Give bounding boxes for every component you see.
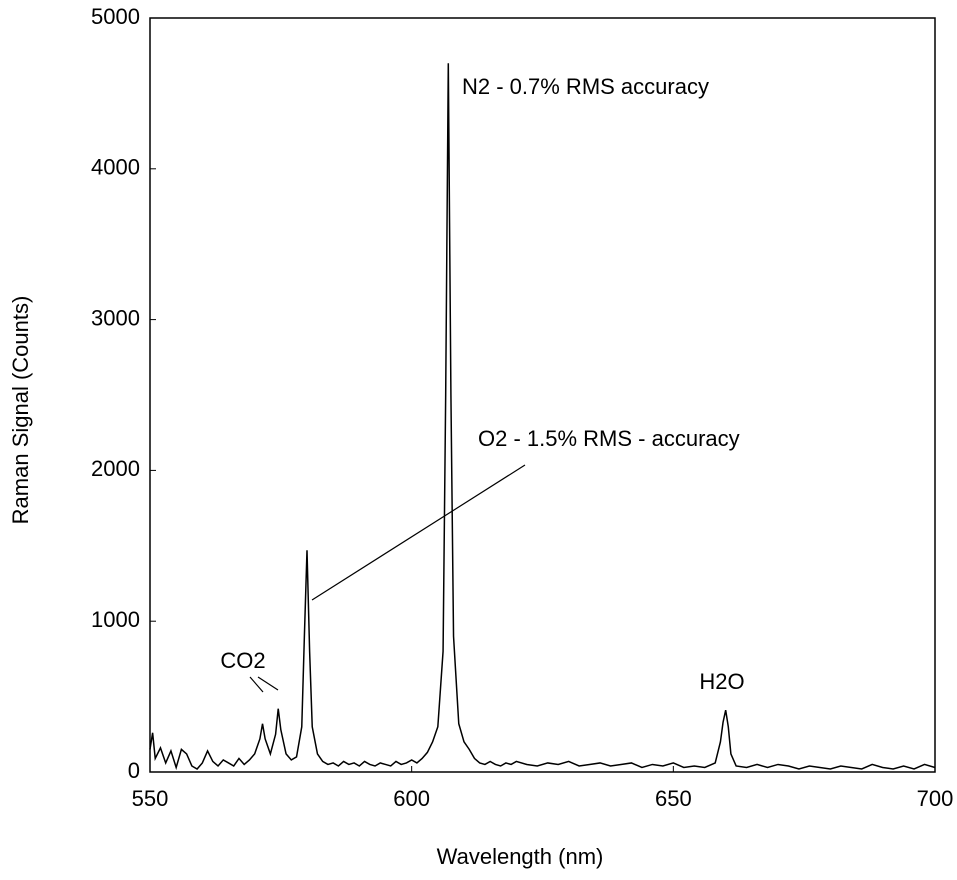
y-tick-label: 5000: [91, 4, 140, 29]
annotation: H2O: [699, 669, 744, 694]
annotation: N2 - 0.7% RMS accuracy: [462, 74, 709, 99]
x-axis-label: Wavelength (nm): [437, 844, 604, 869]
y-tick-label: 4000: [91, 155, 140, 180]
x-tick-label: 700: [917, 786, 954, 811]
x-tick-label: 600: [393, 786, 430, 811]
spectrum-line: [149, 63, 936, 771]
y-tick-label: 3000: [91, 305, 140, 330]
x-tick-label: 550: [132, 786, 169, 811]
y-tick-label: 1000: [91, 607, 140, 632]
leader-line: [257, 676, 279, 691]
y-axis-label: Raman Signal (Counts): [8, 296, 33, 525]
plot-frame: [149, 17, 936, 773]
annotation: CO2: [220, 648, 265, 673]
leader-line: [311, 464, 526, 601]
annotation: O2 - 1.5% RMS - accuracy: [478, 426, 740, 451]
y-tick-label: 2000: [91, 456, 140, 481]
y-tick-label: 0: [128, 758, 140, 783]
x-tick-label: 650: [655, 786, 692, 811]
leader-line: [249, 676, 264, 693]
